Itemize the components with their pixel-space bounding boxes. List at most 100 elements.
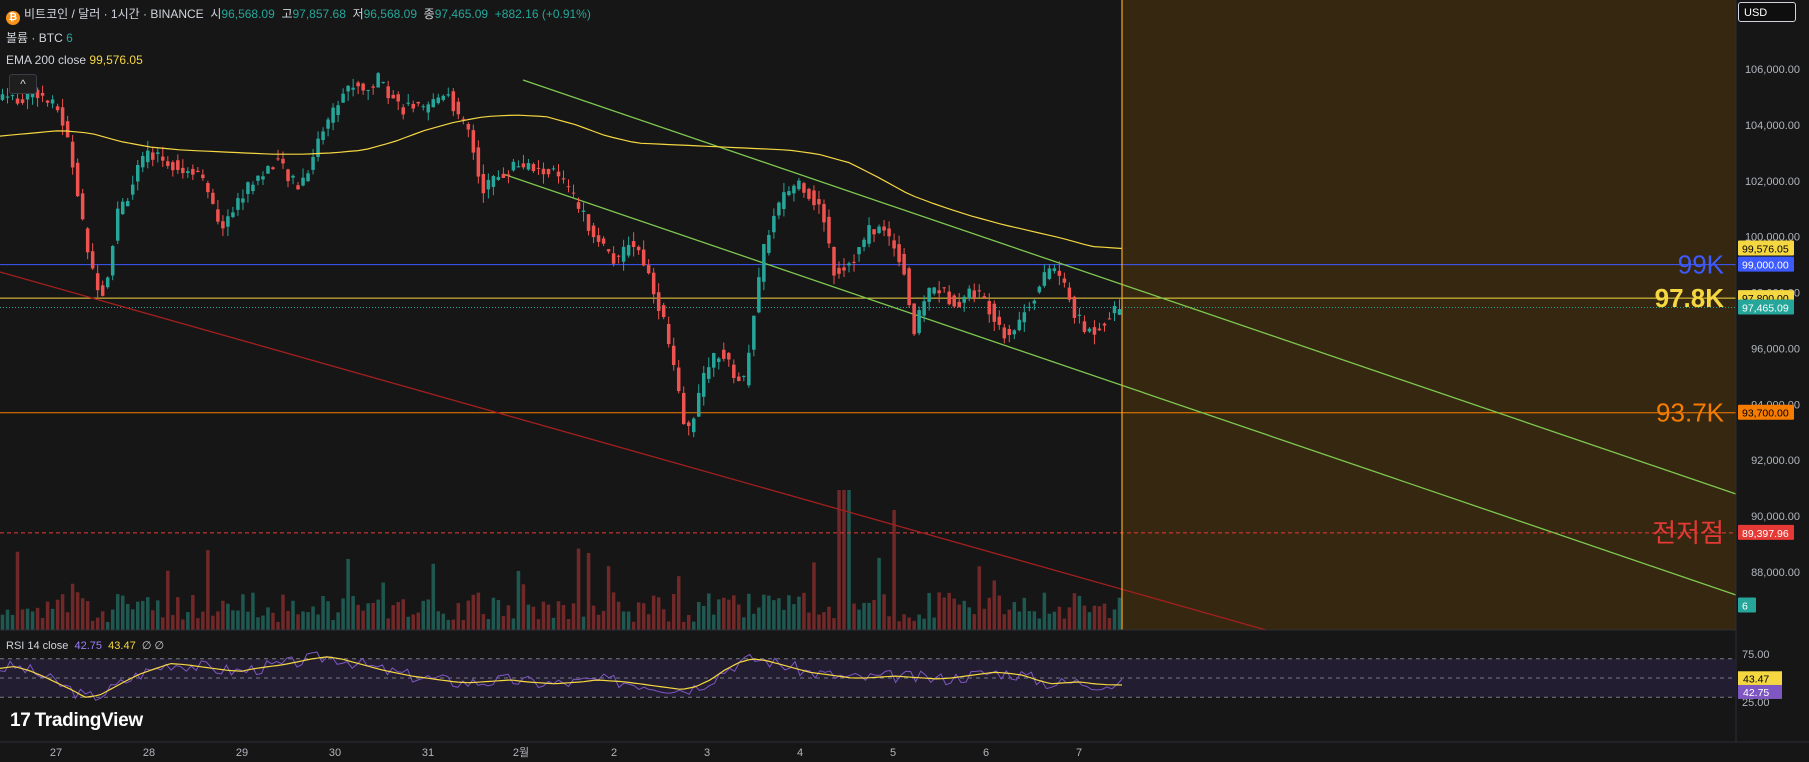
candle-body [807,188,811,199]
candle-body [371,86,375,88]
volume-bar [216,611,220,630]
candle-body [521,163,526,168]
candle-body [321,131,325,141]
volume-bar [702,605,706,630]
volume-bar [266,607,270,630]
candle-body [842,267,846,271]
volume-bar [156,600,160,630]
candle-body [351,87,355,90]
volume-bar [937,592,941,630]
candle-body [561,178,566,180]
candle-body [641,249,646,266]
open-label: 시 [210,7,222,21]
volume-bar [712,614,716,630]
volume-bar [196,618,200,630]
volume-bar [696,601,701,630]
price-tick: 90,000.00 [1751,511,1800,523]
candle-body [651,272,656,295]
candle-body [95,273,100,291]
volume-bar [376,599,380,630]
candle-body [1117,309,1122,315]
candle-body [441,95,446,100]
volume-bar [411,614,415,630]
volume-bar [0,614,5,630]
candle-body [727,352,731,360]
volume-bar [927,592,931,630]
volume-bar [65,612,70,630]
volume-bar [486,619,491,630]
candle-body [606,249,611,252]
rsi-tag-box [1738,671,1782,686]
candle-body [556,171,561,177]
volume-bar [1007,609,1012,630]
candle-body [501,173,506,178]
volume-bar [717,599,721,630]
candle-body [1092,327,1097,335]
level-label: 97.8K [1655,283,1725,313]
candle-body [892,240,896,249]
volume-bar [686,614,691,630]
candle-body [732,364,736,378]
volume-bar [992,580,997,630]
candle-body [486,179,491,190]
price-tag-text: 89,397.96 [1742,528,1789,540]
tradingview-logo[interactable]: 17 TradingView [10,710,143,732]
volume-bar [651,595,656,630]
volume-bar [521,584,526,630]
volume-bar [621,611,626,630]
collapse-legend-button[interactable]: ^ [9,74,37,94]
volume-bar [85,601,90,630]
volume-bar [1032,611,1037,630]
symbol-legend[interactable]: ₿ 비트코인 / 달러 · 1시간 · BINANCE 시96,568.09 고9… [6,5,591,25]
candle-body [221,221,225,229]
candle-body [576,202,581,209]
volume-bars [0,490,1122,630]
candle-body [436,97,441,104]
candle-body [451,91,456,112]
candle-body [406,102,410,104]
rsi-legend[interactable]: RSI 14 close 42.75 43.47 ∅ ∅ [6,639,164,652]
ema-legend[interactable]: EMA 200 close 99,576.05 [6,53,143,67]
time-tick: 28 [143,747,155,759]
volume-bar [50,608,55,630]
candle-body [80,193,85,220]
candle-body [917,310,921,334]
volume-legend[interactable]: 볼륨 · BTC 6 [6,29,73,46]
candle-body [1022,312,1027,323]
candle-body [426,104,431,113]
rsi-tag-text: 43.47 [1743,673,1769,685]
ema-label: EMA 200 close [6,53,87,67]
volume-bar [221,600,225,630]
volume-bar [772,600,776,630]
candle-body [586,214,591,231]
candle-body [1007,328,1012,336]
volume-bar [476,592,481,630]
volume-bar [742,617,746,630]
rsi-tag-text: 42.75 [1743,687,1769,699]
change-value: +882.16 (+0.91%) [494,7,591,21]
candle-body [877,226,881,234]
volume-bar [371,602,375,630]
candle-body [982,296,987,298]
volume-bar [511,618,516,630]
volume-bar [15,551,20,630]
candle-body [306,173,310,182]
volume-bar [722,597,726,630]
volume-bar [1072,593,1077,630]
low-value: 96,568.09 [363,7,417,21]
volume-bar [757,607,761,630]
volume-bar [75,592,80,630]
time-tick: 3 [704,747,710,759]
volume-bar [867,602,871,630]
volume-bar [135,601,140,630]
volume-bar [251,592,255,630]
currency-selector[interactable]: USD [1738,2,1796,22]
candle-body [596,235,601,242]
candle-body [376,73,380,88]
candle-body [55,106,60,111]
volume-bar [847,490,851,630]
candle-body [461,118,466,120]
volume-bar [506,605,511,630]
volume-bar [681,621,686,630]
